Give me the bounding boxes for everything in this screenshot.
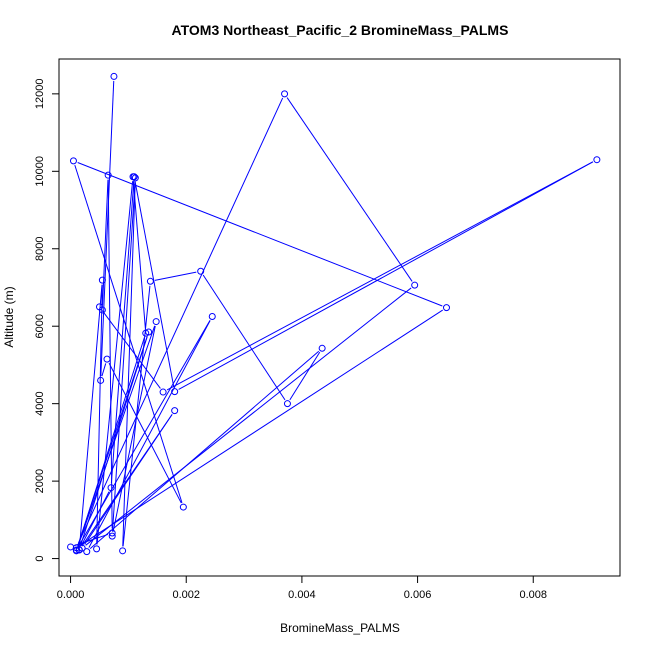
data-point [75,546,83,554]
data-point [283,400,291,408]
y-tick-label: 2000 [34,469,46,493]
series-segment [102,179,109,306]
series-segment [101,310,161,389]
series-segment [85,287,412,546]
series-segment [132,181,146,329]
y-tick-label: 8000 [34,237,46,261]
x-tick-label: 0.004 [288,589,316,601]
data-point [97,376,105,384]
x-axis-label: BromineMass_PALMS [280,621,400,635]
series-segment [134,181,175,388]
series-segment [286,97,413,282]
data-point [197,267,205,275]
series-segment [79,309,443,546]
data-point [281,90,289,98]
series-segment [80,491,110,546]
series-segment [122,182,136,547]
data-point [145,328,153,336]
series-points [67,72,601,556]
series-segment [154,271,197,281]
series-segment [101,363,107,377]
series-segment [96,284,103,545]
series-segment [80,336,148,546]
x-tick-label: 0.000 [57,589,85,601]
y-axis: 0 2000 4000 6000 8000 10000 12000 [34,79,60,562]
y-tick-label: 0 [34,556,46,562]
data-point [93,545,101,553]
data-point [179,503,187,511]
data-point [130,173,138,181]
series-segment [289,351,321,401]
series-segment [112,325,156,532]
data-point [69,157,77,165]
series-segment [77,162,443,307]
series-segment [77,97,284,544]
data-point [67,543,75,551]
data-point [593,156,601,164]
chart-title: ATOM3 Northeast_Pacific_2 BromineMass_PA… [172,22,509,38]
data-point [411,281,419,289]
data-point [103,355,111,363]
y-tick-label: 6000 [34,314,46,338]
y-axis-label: Altitude (m) [2,286,16,347]
data-point [119,547,127,555]
series-segment [166,161,594,391]
series-segment [74,164,183,503]
series-segment [111,182,136,532]
data-point [104,171,112,179]
data-point [108,529,116,537]
x-tick-label: 0.006 [404,589,432,601]
series-segment [88,320,211,548]
series-segment [178,161,594,390]
data-point [98,276,106,284]
x-axis: 0.000 0.002 0.004 0.006 0.008 [57,575,547,601]
data-point [159,388,167,396]
data-point [442,304,450,312]
plot-area-frame [58,58,621,577]
data-point [98,306,106,314]
series-segment [110,181,135,484]
series-segment [96,181,134,545]
data-point [318,344,326,352]
series-segment [202,274,286,401]
data-point [131,174,139,182]
data-point [83,548,91,556]
data-point [208,313,216,321]
data-point [107,484,115,492]
data-point [108,532,116,540]
series-segment [122,285,151,547]
series-segment [107,179,113,529]
y-tick-label: 10000 [34,156,46,187]
y-tick-label: 12000 [34,79,46,110]
data-point [146,277,154,285]
y-tick-label: 4000 [34,391,46,415]
data-point [171,388,179,396]
series-segment [79,284,103,546]
x-tick-label: 0.008 [519,589,547,601]
series-segment [108,362,182,504]
series-lines [74,80,594,550]
data-point [152,318,160,326]
data-point [110,72,118,80]
series-segment [74,533,109,547]
series-segment [100,80,115,376]
data-point [171,407,179,415]
x-tick-label: 0.002 [172,589,200,601]
series-segment [89,350,320,550]
data-point [72,546,80,554]
